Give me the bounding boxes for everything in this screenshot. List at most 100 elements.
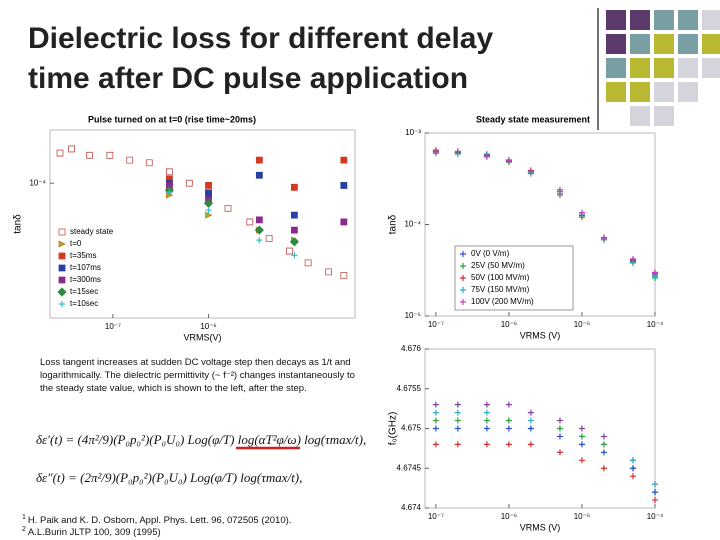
point xyxy=(290,183,298,191)
square xyxy=(678,58,698,78)
square xyxy=(606,10,626,30)
plot-area xyxy=(424,348,656,509)
footnote-text: A.L.Burin JLTP 100, 309 (1995) xyxy=(27,527,161,539)
x-axis-label: VRMS (V) xyxy=(520,330,561,340)
point xyxy=(600,235,607,242)
point xyxy=(652,497,658,504)
y-tick-label: 10⁻⁴ xyxy=(29,178,46,187)
point xyxy=(578,441,585,448)
point xyxy=(340,271,348,279)
legend-marker xyxy=(58,276,66,284)
point xyxy=(630,465,637,472)
y-tick-label: 10⁻³ xyxy=(405,128,421,137)
point xyxy=(166,182,173,189)
y-tick-label: 4.674 xyxy=(401,503,422,512)
y-tick-label: 4.676 xyxy=(401,344,422,353)
legend-label: t=10sec xyxy=(70,299,98,308)
x-tick-label: 10⁻⁶ xyxy=(501,512,517,521)
point xyxy=(290,226,298,234)
point xyxy=(454,401,461,408)
point xyxy=(454,148,461,155)
x-tick-label: 10⁻⁶ xyxy=(501,320,517,329)
point xyxy=(556,417,563,424)
point xyxy=(166,189,173,196)
point xyxy=(652,481,658,488)
point xyxy=(255,156,263,164)
legend-marker xyxy=(460,299,466,305)
square xyxy=(702,58,720,78)
point xyxy=(432,409,439,416)
legend-label: 50V (100 MV/m) xyxy=(471,273,530,282)
equation: δε″(t) = (2π²/9)(P₀p₀²)(P₀U₀) Log(φ/T) l… xyxy=(36,470,303,485)
point xyxy=(224,205,232,212)
point xyxy=(255,216,263,224)
point xyxy=(340,218,348,226)
square xyxy=(654,82,674,102)
legend-marker xyxy=(460,275,466,281)
square xyxy=(654,10,674,30)
point xyxy=(56,149,64,157)
y-axis-label: tanδ xyxy=(13,214,24,234)
square xyxy=(678,82,698,102)
point xyxy=(205,182,212,189)
point xyxy=(454,425,461,432)
point xyxy=(205,211,213,219)
point xyxy=(483,409,490,416)
x-axis-label: VRMS(V) xyxy=(184,332,222,342)
decor-squares xyxy=(597,8,720,130)
point xyxy=(432,425,439,432)
point xyxy=(483,401,490,408)
legend-marker xyxy=(460,287,466,293)
legend-marker xyxy=(58,228,66,236)
point xyxy=(483,153,490,160)
point xyxy=(68,145,75,153)
footnote-text: H. Paik and K. D. Osborn, Appl. Phys. Le… xyxy=(27,515,292,527)
point xyxy=(556,449,563,456)
footnote: 1 H. Paik and K. D. Osborn, Appl. Phys. L… xyxy=(22,514,291,526)
chart-title: Pulse turned on at t=0 (rise time~20ms) xyxy=(88,114,256,124)
point xyxy=(185,179,193,187)
legend-label: t=35ms xyxy=(70,251,96,260)
y-tick-label: 4.6755 xyxy=(397,384,422,393)
point xyxy=(556,186,563,193)
point xyxy=(600,441,607,448)
x-tick-label: 10⁻⁷ xyxy=(428,320,444,329)
point xyxy=(483,417,490,424)
x-tick-label: 10⁻⁴ xyxy=(647,512,664,521)
square xyxy=(678,34,698,54)
legend-label: t=300ms xyxy=(70,275,101,284)
legend-label: t=107ms xyxy=(70,263,101,272)
point xyxy=(325,268,332,276)
point xyxy=(505,157,512,164)
legend-label: 75V (150 MV/m) xyxy=(471,285,530,294)
point xyxy=(166,168,173,176)
point xyxy=(578,457,585,464)
x-tick-label: 10⁻⁶ xyxy=(200,322,216,331)
point xyxy=(483,425,490,432)
point xyxy=(454,417,461,424)
point xyxy=(246,218,254,226)
square xyxy=(606,58,626,78)
point xyxy=(291,252,298,259)
y-tick-label: 10⁻⁵ xyxy=(405,311,421,320)
point xyxy=(505,401,512,408)
point xyxy=(106,151,114,159)
square xyxy=(630,10,650,30)
point xyxy=(505,417,512,424)
point xyxy=(205,206,212,213)
point xyxy=(527,441,534,448)
legend-box xyxy=(54,224,126,312)
legend-marker xyxy=(59,301,65,307)
note: Loss tangent increases at sudden DC volt… xyxy=(40,357,355,394)
point xyxy=(630,473,637,480)
y-tick-label: 4.6745 xyxy=(397,463,422,472)
square xyxy=(606,34,626,54)
point xyxy=(432,417,439,424)
point xyxy=(304,259,312,267)
square xyxy=(702,10,720,30)
legend-marker xyxy=(460,251,466,257)
point xyxy=(630,255,637,262)
square xyxy=(654,58,674,78)
x-tick-label: 10⁻⁷ xyxy=(428,512,444,521)
